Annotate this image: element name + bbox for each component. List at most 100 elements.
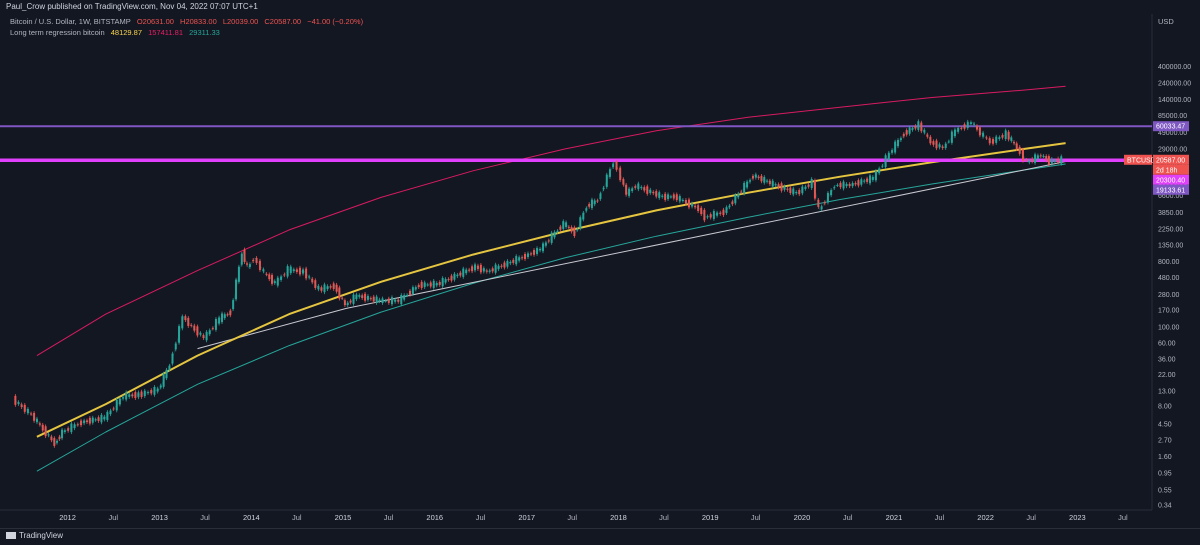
- candle-body: [128, 394, 131, 397]
- candle-body: [1036, 155, 1039, 160]
- candle-body: [966, 121, 969, 128]
- indicator-value-lower: 29311.33: [189, 28, 220, 37]
- x-tick-label: Jul: [292, 513, 302, 522]
- regression-mid-line: [36, 142, 1066, 438]
- candle-body: [289, 266, 292, 274]
- candle-body: [482, 268, 485, 272]
- candle-body: [881, 165, 884, 167]
- candle-body: [712, 211, 715, 219]
- candle-body: [807, 184, 810, 187]
- candle-body: [820, 206, 823, 210]
- candle-body: [397, 299, 400, 302]
- candle-body: [553, 231, 556, 238]
- candle-body: [375, 296, 378, 303]
- candle-body: [441, 277, 444, 287]
- candle-body: [258, 260, 261, 270]
- y-tick-label: 140000.00: [1158, 97, 1191, 104]
- candle-body: [777, 184, 780, 188]
- candle-body: [44, 426, 47, 437]
- y-tick-label: 400000.00: [1158, 64, 1191, 71]
- candle-body: [53, 438, 56, 446]
- candle-body: [579, 217, 582, 229]
- candle-body: [1042, 156, 1045, 158]
- candle-body: [276, 277, 279, 286]
- y-tick-label: 280.00: [1158, 292, 1180, 299]
- candle-body: [559, 226, 562, 230]
- candle-body: [813, 180, 816, 199]
- candle-body: [851, 183, 854, 187]
- candle-body: [280, 276, 283, 280]
- candle-body: [655, 191, 658, 197]
- candle-body: [33, 412, 36, 421]
- candle-body: [125, 392, 128, 400]
- y-tick-label: 240000.00: [1158, 80, 1191, 87]
- candle-body: [661, 195, 664, 197]
- candle-body: [798, 190, 801, 195]
- candle-body: [845, 183, 848, 187]
- candle-body: [295, 269, 298, 272]
- candle-body: [1057, 158, 1060, 163]
- candle-body: [165, 369, 168, 379]
- candle-body: [911, 128, 914, 130]
- candle-body: [372, 296, 375, 302]
- candle-body: [515, 256, 518, 265]
- level-tag-magenta-box: [1153, 174, 1189, 185]
- level-tag-upper: 60033.47: [1156, 124, 1185, 131]
- candle-body: [749, 180, 752, 182]
- candle-body: [320, 287, 323, 291]
- candle-body: [335, 284, 338, 292]
- candle-body: [582, 212, 585, 220]
- candle-body: [863, 180, 866, 182]
- candle-body: [112, 408, 115, 410]
- y-tick-label: 60.00: [1158, 340, 1176, 347]
- candle-body: [103, 416, 106, 420]
- candle-body: [485, 270, 488, 272]
- candle-body: [975, 125, 978, 130]
- indicator-legend[interactable]: Long term regression bitcoin 48129.87 15…: [10, 28, 224, 37]
- candle-body: [235, 279, 238, 300]
- candle-body: [41, 424, 44, 431]
- candle-body: [709, 214, 712, 218]
- candle-body: [109, 410, 112, 415]
- candle-body: [1013, 142, 1016, 144]
- candle-body: [444, 279, 447, 283]
- candle-body: [874, 170, 877, 181]
- level-tag-upper-box: [1153, 121, 1189, 132]
- candle-body: [268, 274, 271, 280]
- symbol-legend[interactable]: Bitcoin / U.S. Dollar, 1W, BITSTAMP O206…: [10, 17, 367, 26]
- candle-body: [468, 269, 471, 271]
- y-tick-label: 85000.00: [1158, 113, 1187, 120]
- candle-body: [728, 205, 731, 208]
- y-tick-label: 480.00: [1158, 275, 1180, 282]
- candle-body: [190, 324, 193, 326]
- candle-body: [156, 388, 159, 392]
- price-chart[interactable]: 400000.00 240000.00 140000.00 85000.00 49000…: [0, 0, 1200, 528]
- x-tick-label: 2012: [59, 513, 76, 522]
- candle-body: [969, 122, 972, 124]
- candle-body: [605, 174, 608, 187]
- indicator-name[interactable]: Long term regression bitcoin: [10, 28, 105, 37]
- candle-body: [414, 287, 417, 290]
- candle-body: [596, 200, 599, 202]
- candle-body: [346, 302, 349, 306]
- candle-body: [868, 175, 871, 184]
- candle-body: [1015, 143, 1018, 150]
- candle-body: [292, 269, 295, 272]
- candle-body: [150, 390, 153, 394]
- candle-body: [628, 188, 631, 196]
- candle-body: [746, 181, 749, 188]
- candle-body: [706, 216, 709, 218]
- symbol-title[interactable]: Bitcoin / U.S. Dollar, 1W, BITSTAMP: [10, 17, 131, 26]
- candle-body: [649, 189, 652, 193]
- symbol-tag: BTCUSD: [1127, 157, 1156, 164]
- candle-body: [634, 186, 637, 188]
- candle-body: [17, 402, 20, 404]
- candle-body: [550, 232, 553, 243]
- candle-body: [384, 300, 387, 302]
- currency-label: USD: [1158, 17, 1174, 26]
- y-tick-label: 800.00: [1158, 259, 1180, 266]
- candle-body: [426, 284, 429, 286]
- indicator-value-upper: 157411.81: [148, 28, 184, 37]
- candle-body: [134, 392, 137, 399]
- candle-body: [283, 274, 286, 276]
